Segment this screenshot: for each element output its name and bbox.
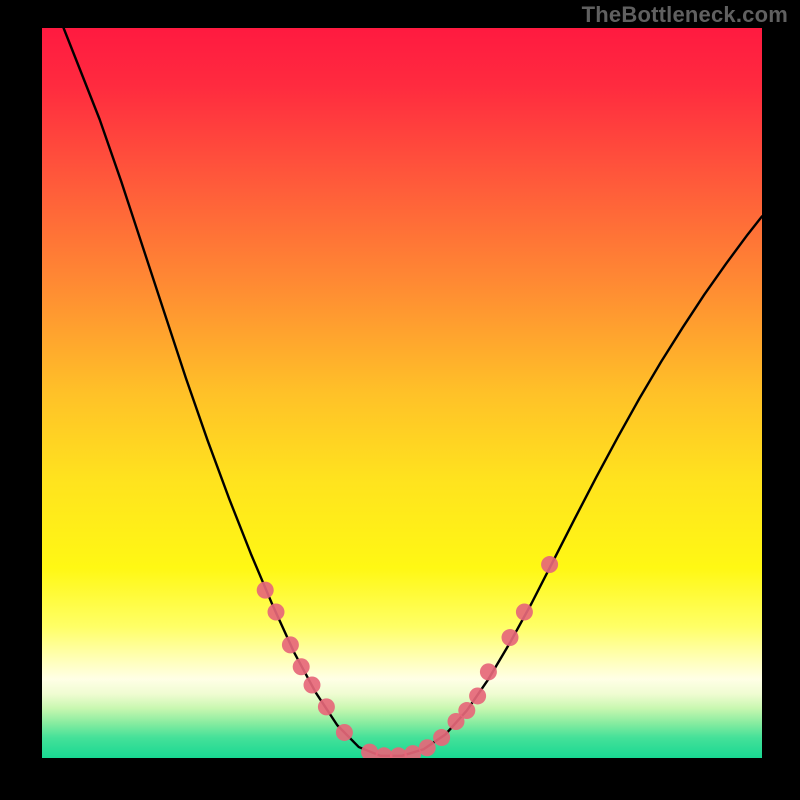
data-marker (480, 663, 497, 680)
data-marker (268, 604, 285, 621)
data-marker (541, 556, 558, 573)
data-marker (516, 604, 533, 621)
data-marker (282, 636, 299, 653)
bottleneck-chart (0, 0, 800, 800)
data-marker (304, 677, 321, 694)
data-marker (336, 724, 353, 741)
data-marker (458, 702, 475, 719)
data-marker (469, 687, 486, 704)
data-marker (390, 747, 407, 764)
data-marker (293, 658, 310, 675)
data-marker (257, 582, 274, 599)
data-marker (361, 744, 378, 761)
watermark-text: TheBottleneck.com (582, 2, 788, 28)
plot-background (42, 28, 762, 758)
data-marker (419, 739, 436, 756)
data-marker (433, 729, 450, 746)
data-marker (318, 698, 335, 715)
data-marker (502, 629, 519, 646)
